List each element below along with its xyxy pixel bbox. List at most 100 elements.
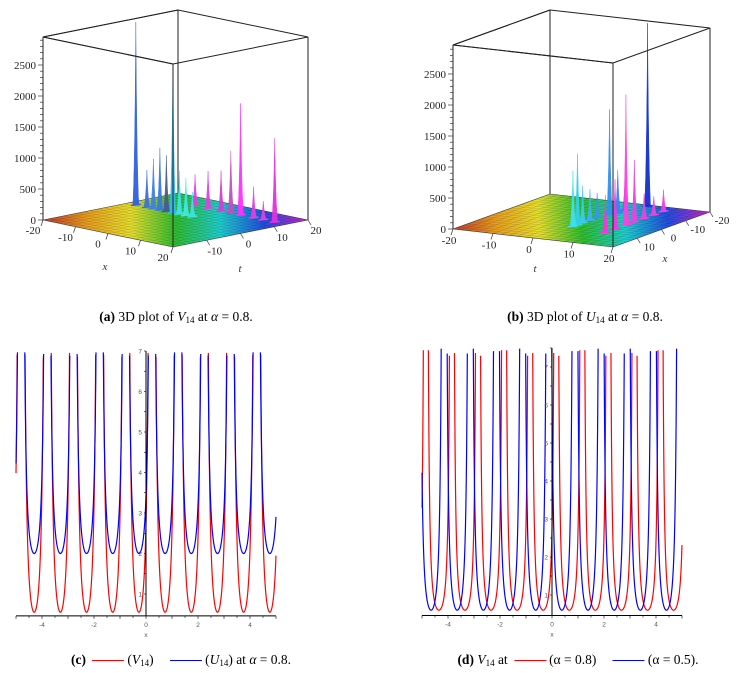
floor-grid-line	[588, 209, 687, 245]
series-line-U14	[15, 352, 277, 555]
floor-grid-line	[472, 221, 633, 241]
x-tick-label: 0	[671, 233, 677, 245]
spike-base	[567, 225, 579, 228]
floor-grid-line	[604, 210, 703, 247]
floor-grid-line	[117, 204, 248, 233]
box-edge	[42, 9, 179, 38]
spike-base	[609, 227, 621, 231]
box-edge	[452, 44, 614, 64]
spike-base	[235, 213, 246, 217]
z-tick-label: 1000	[424, 162, 447, 174]
spike-base	[592, 216, 603, 219]
spike-a	[150, 158, 157, 209]
caption-a: (a) 3D plot of V14 at α = 0.8.	[99, 309, 252, 325]
legend-swatch-blue	[170, 660, 203, 661]
spike-a	[163, 155, 170, 212]
floor-grid-line	[56, 217, 187, 245]
box-edge	[612, 27, 711, 64]
spike-base	[141, 205, 152, 209]
floor-grid-line	[484, 197, 583, 233]
z-tick-label: 500	[20, 184, 37, 196]
axis-tick	[105, 233, 109, 240]
box-edge	[549, 9, 711, 29]
floor-grid-line	[114, 207, 250, 236]
y-tick-label: 7	[544, 365, 548, 372]
spike-b	[644, 23, 651, 207]
spike-base	[658, 210, 669, 213]
axis-tick	[661, 229, 665, 235]
x-tick-label: -4	[445, 622, 451, 629]
spike-base	[187, 215, 198, 218]
legend-swatch-blue	[612, 660, 645, 661]
caption-var: U	[585, 309, 596, 324]
spike-a	[217, 170, 225, 212]
z-tick-label: 1500	[424, 131, 447, 143]
caption-sub: 14	[219, 658, 229, 668]
y-tick-label: 3	[138, 511, 142, 518]
axis-tick	[307, 219, 312, 226]
spike-base	[629, 220, 640, 224]
caption-var: U	[209, 652, 220, 667]
z-tick-label: 0	[441, 224, 447, 236]
axis-tick	[636, 238, 641, 244]
spike-a	[204, 170, 212, 209]
t-tick-label: -20	[442, 235, 457, 247]
spike-a	[237, 103, 244, 216]
x-tick-label: -4	[39, 622, 45, 629]
spike-base	[258, 218, 269, 221]
spike-base	[269, 220, 280, 224]
x-tick-label: 0	[550, 622, 554, 629]
caption-text: = 0.8.	[256, 652, 292, 667]
box-edge	[172, 36, 309, 65]
floor-grid-line	[476, 196, 575, 232]
floor-grid-line	[153, 215, 289, 244]
floor-grid-line	[63, 215, 194, 244]
x-axis-label: x	[144, 632, 148, 639]
spike-base	[174, 212, 185, 216]
spike-a	[132, 21, 140, 206]
caption-c-label: (c)	[70, 652, 86, 667]
axis-tick	[450, 228, 454, 236]
axis-tick	[40, 219, 44, 227]
box-edge	[177, 9, 309, 38]
floor-grid-line	[540, 197, 701, 216]
floor-grid-line	[49, 194, 185, 222]
floor-grid-line	[457, 227, 618, 246]
y-tick-label: 7	[138, 349, 142, 356]
x-tick-label: 2	[602, 622, 606, 629]
caption-b: (b) 3D plot of U14 at α = 0.8.	[507, 309, 663, 325]
floor-grid-line	[540, 203, 639, 240]
caption-a-label: (a)	[99, 309, 116, 324]
axis-tick	[240, 233, 244, 239]
caption-text: (α = 0.8)	[549, 652, 597, 667]
z-tick-label: 2000	[14, 91, 37, 103]
floor-grid-line	[146, 214, 283, 242]
spike-a	[271, 138, 278, 223]
x-tick-label: 2	[196, 622, 200, 629]
floor-grid-line	[462, 225, 623, 244]
spike-a	[176, 170, 183, 215]
spike-b	[631, 159, 638, 223]
z-tick-label: 2000	[424, 100, 447, 112]
axis-tick	[490, 233, 494, 240]
caption-d-label: (d)	[457, 652, 474, 667]
t-tick-label: 20	[604, 253, 616, 265]
axis-tick	[206, 240, 211, 246]
spike-b	[579, 185, 586, 224]
floor-grid-line	[55, 195, 192, 223]
spike-b	[601, 195, 609, 233]
spike-base	[148, 207, 159, 210]
floor-grid-line	[166, 218, 302, 246]
spike-a	[189, 191, 196, 217]
caption-text: (α = 0.5).	[647, 652, 699, 667]
spike-base	[215, 209, 227, 213]
floor-grid-line	[88, 202, 224, 230]
y-tick-label: 3	[544, 517, 548, 524]
y-tick-label: 5	[544, 441, 548, 448]
x-tick-label: -10	[58, 232, 73, 244]
legend-swatch-red	[514, 660, 547, 661]
x-tick-label: 0	[95, 239, 101, 251]
spike-base	[130, 203, 141, 207]
t-tick-label: 0	[246, 239, 252, 251]
x-tick-label: 20	[158, 252, 170, 264]
